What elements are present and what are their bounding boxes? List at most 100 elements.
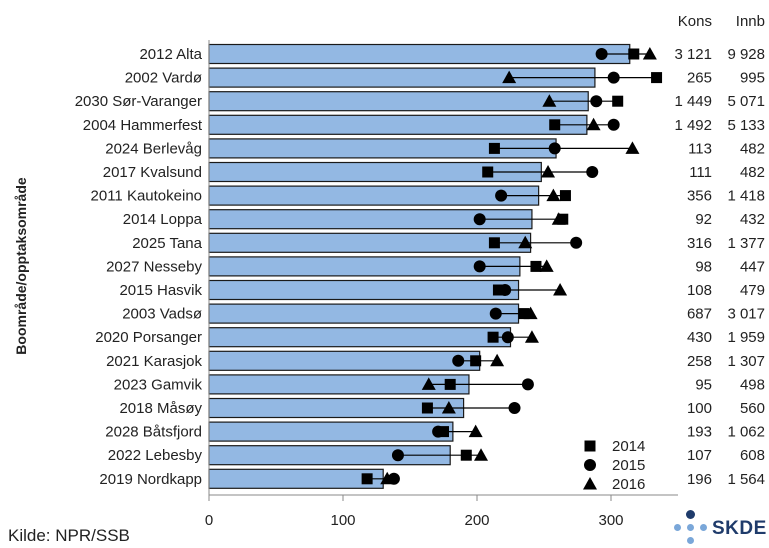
bar — [208, 350, 481, 371]
category-label: 2024 Berlevåg — [105, 140, 202, 157]
marker-2016 — [542, 94, 557, 107]
table-cell-kons: 196 — [687, 471, 712, 488]
bar — [208, 43, 631, 65]
marker-2015 — [499, 284, 512, 296]
x-tick-label: 300 — [598, 512, 623, 529]
logo-dot — [674, 524, 681, 531]
category-label: 2030 Sør-Varanger — [75, 93, 202, 110]
marker-2014 — [482, 166, 494, 178]
table-cell-kons: 107 — [687, 447, 712, 464]
table-cell-kons: 98 — [695, 258, 712, 275]
bar — [208, 303, 520, 324]
marker-2015 — [607, 71, 620, 84]
category-label: 2002 Vardø — [125, 70, 202, 87]
marker-2015 — [501, 331, 514, 344]
table-cell-innb: 608 — [740, 447, 765, 464]
category-label: 2020 Porsanger — [95, 329, 202, 346]
bar — [208, 91, 589, 112]
marker-2014 — [549, 119, 561, 131]
marker-2014 — [470, 355, 482, 367]
table-header-innb: Innb — [736, 13, 765, 30]
marker-2016 — [468, 424, 483, 438]
table-cell-kons: 258 — [687, 353, 712, 370]
marker-2016 — [541, 165, 556, 178]
table-cell-innb: 1 959 — [727, 329, 765, 346]
table-cell-innb: 1 564 — [727, 471, 765, 488]
y-axis-title: Boområde/opptaksområde — [13, 177, 29, 355]
marker-2014 — [492, 284, 504, 296]
table-cell-kons: 193 — [687, 424, 712, 441]
marker-2014 — [488, 142, 500, 154]
table-cell-kons: 111 — [689, 164, 712, 181]
legend-label: 2014 — [612, 438, 645, 455]
table-cell-kons: 100 — [687, 400, 712, 417]
marker-2014 — [444, 378, 456, 390]
marker-2016 — [553, 283, 568, 296]
category-label: 2004 Hammerfest — [83, 117, 203, 134]
table-cell-innb: 3 017 — [727, 306, 765, 323]
bar — [208, 185, 540, 206]
marker-2016 — [502, 70, 517, 84]
category-label: 2011 Kautokeino — [91, 188, 202, 205]
marker-2016 — [524, 330, 539, 343]
table-cell-innb: 498 — [740, 376, 765, 393]
category-label: 2021 Karasjok — [106, 353, 202, 370]
marker-2014 — [460, 449, 472, 461]
table-cell-kons: 316 — [687, 235, 712, 252]
category-label: 2018 Måsøy — [119, 400, 202, 417]
bar — [208, 256, 521, 277]
marker-2016 — [523, 306, 538, 320]
bar — [208, 421, 454, 442]
table-cell-innb: 447 — [740, 258, 765, 275]
bar — [208, 232, 532, 253]
logo-dot — [686, 510, 695, 519]
category-label: 2028 Båtsfjord — [105, 424, 202, 441]
marker-2014 — [421, 402, 433, 414]
legend-marker-2014 — [584, 440, 596, 452]
marker-2015 — [607, 118, 620, 131]
category-label: 2019 Nordkapp — [99, 471, 202, 488]
table-cell-kons: 108 — [687, 282, 712, 299]
marker-2016 — [474, 448, 489, 461]
bar — [208, 279, 520, 301]
table-cell-innb: 560 — [740, 400, 765, 417]
table-cell-kons: 1 492 — [674, 117, 712, 134]
logo-dot — [687, 524, 694, 531]
category-label: 2017 Kvalsund — [103, 164, 202, 181]
marker-2015 — [521, 378, 534, 391]
table-cell-innb: 1 377 — [727, 235, 765, 252]
marker-2015 — [570, 236, 583, 249]
marker-2016 — [441, 401, 456, 414]
marker-2015 — [391, 449, 404, 462]
marker-2015 — [452, 354, 465, 367]
category-label: 2022 Lebesby — [108, 447, 203, 464]
marker-2016 — [551, 212, 566, 225]
marker-2014 — [361, 473, 373, 485]
marker-2015 — [473, 260, 486, 273]
bar — [208, 114, 588, 135]
table-cell-kons: 430 — [687, 329, 712, 346]
table-cell-innb: 1 062 — [727, 424, 765, 441]
marker-2016 — [539, 259, 554, 272]
bar — [208, 327, 512, 348]
marker-2016 — [421, 377, 436, 390]
category-label: 2027 Nesseby — [106, 258, 202, 275]
x-tick-label: 0 — [205, 512, 213, 529]
marker-2015 — [508, 402, 521, 414]
table-cell-kons: 113 — [688, 140, 712, 157]
marker-2014 — [488, 237, 500, 249]
table-cell-innb: 9 928 — [727, 46, 765, 63]
marker-2015 — [595, 48, 608, 60]
table-cell-kons: 265 — [687, 70, 712, 87]
table-cell-kons: 92 — [695, 211, 712, 228]
marker-2016 — [642, 47, 657, 60]
skde-logo: SKDE — [668, 510, 768, 548]
table-cell-innb: 482 — [740, 164, 765, 181]
marker-2015 — [432, 425, 445, 438]
table-cell-kons: 1 449 — [674, 93, 712, 110]
marker-2016 — [625, 141, 640, 154]
marker-2016 — [518, 235, 533, 249]
category-label: 2023 Gamvik — [114, 376, 203, 393]
legend-marker-2015 — [584, 459, 596, 471]
marker-2015 — [590, 95, 603, 108]
